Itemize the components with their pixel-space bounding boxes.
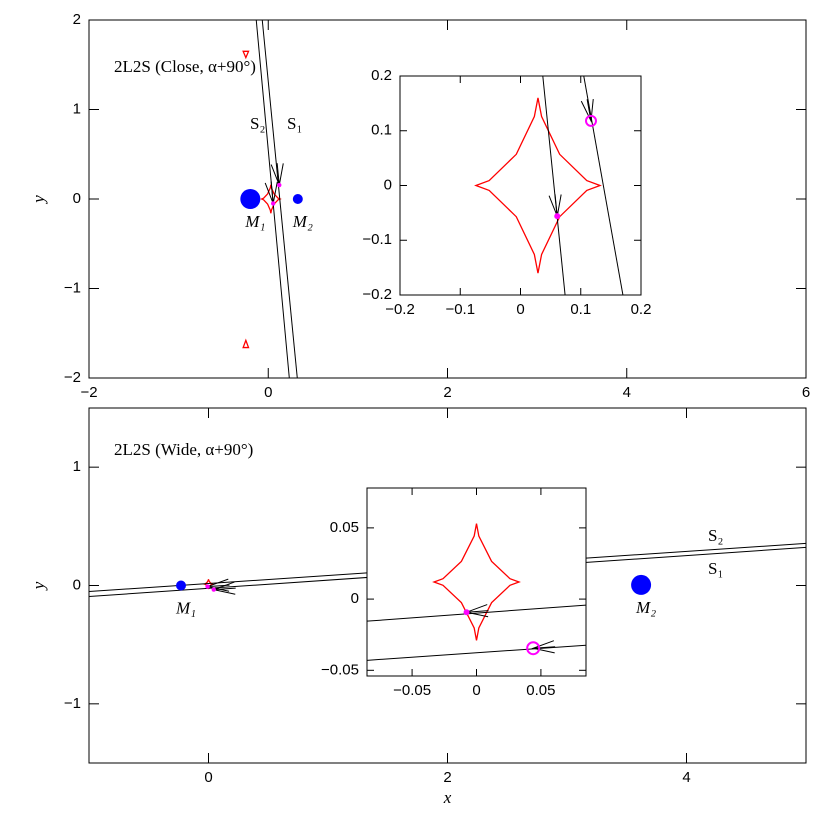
plot-area xyxy=(240,20,303,378)
x-axis-label: x xyxy=(443,788,452,807)
trajectory-label: S₁ xyxy=(708,559,723,578)
source xyxy=(554,213,561,220)
y-tick-label: −0.05 xyxy=(321,661,359,678)
x-tick-label: −0.2 xyxy=(385,301,415,318)
inset-background xyxy=(400,76,641,295)
source xyxy=(463,609,470,616)
caustic xyxy=(474,97,602,274)
annotation: 2L2S (Close, α+90°) xyxy=(114,57,256,76)
x-tick-label: 0 xyxy=(516,301,524,318)
x-tick-label: 0 xyxy=(264,384,272,401)
y-tick-label: −2 xyxy=(64,369,81,386)
x-tick-label: 0 xyxy=(472,682,480,699)
x-tick-label: −2 xyxy=(80,384,97,401)
frame xyxy=(88,407,807,764)
caustic xyxy=(432,523,521,641)
source-trajectory xyxy=(367,644,586,661)
source xyxy=(584,114,597,127)
source xyxy=(205,584,210,589)
x-tick-label: 4 xyxy=(682,769,690,786)
y-axis-label: y xyxy=(29,195,48,205)
caustic xyxy=(259,184,282,214)
lens xyxy=(631,574,652,595)
direction-arrow xyxy=(211,581,236,595)
trajectory-label: S₂ xyxy=(708,526,723,545)
panel: 0 2 4 −1 0 1 S₂ S₁ M₁ M₂ 2L2S (Wide, α+90°) y x xyxy=(29,407,807,807)
lens xyxy=(292,194,303,204)
source-trajectory xyxy=(367,604,586,622)
y-tick-label: 0 xyxy=(73,190,81,207)
x-tick-label: 2 xyxy=(443,769,451,786)
trajectory-label: S₁ xyxy=(287,114,302,133)
y-tick-label: −0.1 xyxy=(362,231,392,248)
trajectory-label: S₂ xyxy=(250,114,265,133)
x-tick-label: −0.1 xyxy=(445,301,475,318)
source-trajectory xyxy=(583,76,624,295)
x-tick-label: 2 xyxy=(443,384,451,401)
source-trajectory xyxy=(261,20,298,378)
frame xyxy=(366,487,587,677)
panel: −0.2 −0.1 0 0.1 0.2 −0.2 −0.1 0 0.1 0.2 xyxy=(362,67,651,318)
x-tick-label: 0.2 xyxy=(631,301,652,318)
y-tick-label: −1 xyxy=(64,695,81,712)
frame xyxy=(399,75,642,296)
x-tick-label: 6 xyxy=(802,384,810,401)
plot-area xyxy=(474,76,624,295)
x-tick-label: 0.05 xyxy=(526,682,555,699)
y-tick-label: −1 xyxy=(64,279,81,296)
inset-background xyxy=(367,488,586,676)
caustic xyxy=(242,50,250,60)
annotation: 2L2S (Wide, α+90°) xyxy=(114,440,253,459)
plot-area xyxy=(367,523,586,661)
y-axis-label: y xyxy=(29,581,48,591)
lens-label: M₁ xyxy=(244,212,265,231)
panel: −0.05 0 0.05 −0.05 0 0.05 xyxy=(321,487,587,699)
direction-arrow xyxy=(580,98,594,123)
caustic xyxy=(242,338,250,349)
lens-label: M₂ xyxy=(635,598,656,617)
x-tick-label: 4 xyxy=(623,384,631,401)
panel: −2 0 2 4 6 −2 −1 0 1 2 S₂ S₁ M₁ M₂ 2L2S (Close, α+90°)… xyxy=(29,11,810,401)
direction-arrow xyxy=(264,181,278,206)
source xyxy=(270,201,276,206)
lens xyxy=(176,580,187,591)
y-tick-label: −0.2 xyxy=(362,286,392,303)
x-tick-label: −0.05 xyxy=(393,682,431,699)
y-tick-label: 1 xyxy=(73,100,81,117)
frame xyxy=(88,19,807,379)
x-tick-label: 0.1 xyxy=(570,301,591,318)
y-tick-label: 2 xyxy=(73,11,81,28)
lens-label: M₂ xyxy=(292,212,313,231)
y-tick-label: 0 xyxy=(384,176,392,193)
source-trajectory xyxy=(542,76,566,295)
x-tick-label: 0 xyxy=(204,769,212,786)
y-tick-label: 1 xyxy=(73,458,81,475)
y-tick-label: 0 xyxy=(351,590,359,607)
source xyxy=(277,182,282,188)
lens xyxy=(240,189,261,209)
direction-arrow xyxy=(531,640,556,654)
y-tick-label: 0.2 xyxy=(371,67,392,84)
lens-label: M₁ xyxy=(175,598,196,617)
y-tick-label: 0 xyxy=(73,576,81,593)
source xyxy=(526,641,541,656)
y-tick-label: 0.05 xyxy=(330,519,359,536)
y-tick-label: 0.1 xyxy=(371,122,392,139)
source xyxy=(211,587,216,592)
